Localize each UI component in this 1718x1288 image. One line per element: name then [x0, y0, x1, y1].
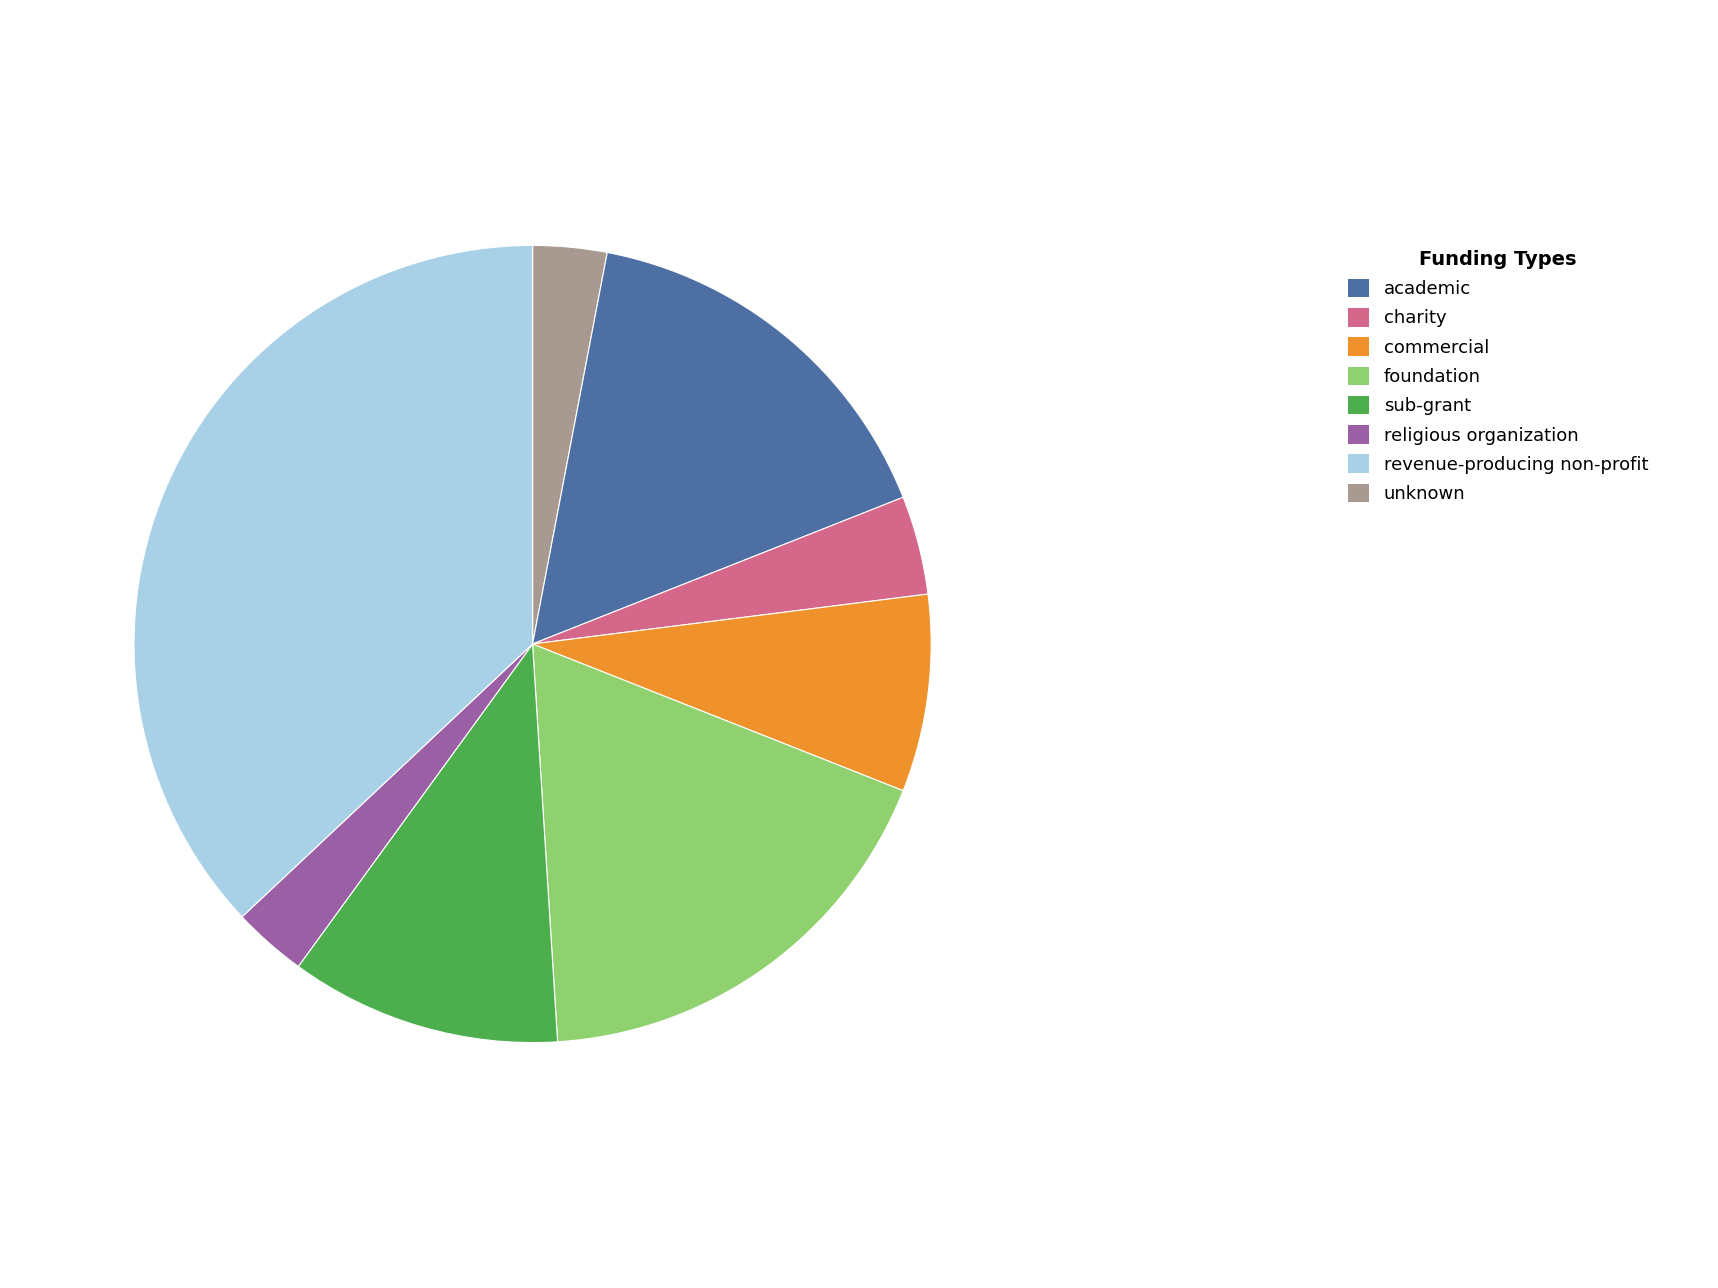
Wedge shape	[533, 246, 606, 644]
Wedge shape	[299, 644, 558, 1042]
Wedge shape	[533, 594, 931, 791]
Legend: academic, charity, commercial, foundation, sub-grant, religious organization, re: academic, charity, commercial, foundatio…	[1338, 241, 1658, 513]
Wedge shape	[533, 497, 928, 644]
Wedge shape	[533, 252, 904, 644]
Wedge shape	[533, 644, 904, 1042]
Wedge shape	[242, 644, 533, 966]
Wedge shape	[134, 246, 533, 917]
